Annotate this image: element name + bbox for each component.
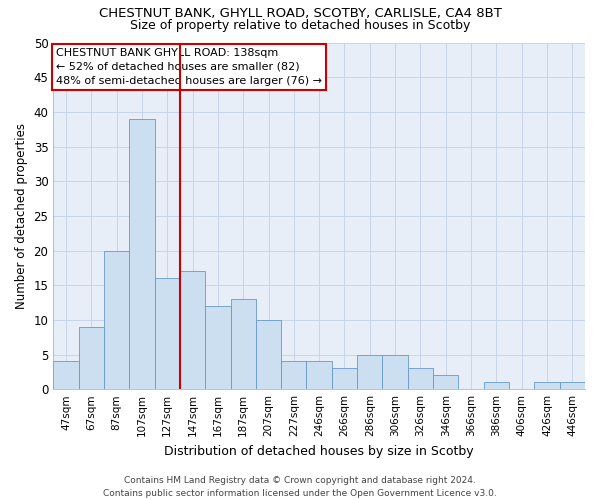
X-axis label: Distribution of detached houses by size in Scotby: Distribution of detached houses by size … (164, 444, 474, 458)
Text: Contains HM Land Registry data © Crown copyright and database right 2024.
Contai: Contains HM Land Registry data © Crown c… (103, 476, 497, 498)
Bar (535, 382, 560, 389)
Text: Size of property relative to detached houses in Scotby: Size of property relative to detached ho… (130, 19, 470, 32)
Bar (129, 119, 155, 389)
Bar (256, 320, 281, 389)
Bar (484, 382, 509, 389)
Bar (560, 382, 585, 389)
Bar (281, 362, 307, 389)
Bar (382, 354, 408, 389)
Bar (53, 362, 79, 389)
Bar (307, 362, 332, 389)
Bar (180, 272, 205, 389)
Bar (104, 250, 129, 389)
Bar (230, 299, 256, 389)
Bar (155, 278, 180, 389)
Bar (408, 368, 433, 389)
Bar (205, 306, 230, 389)
Text: CHESTNUT BANK, GHYLL ROAD, SCOTBY, CARLISLE, CA4 8BT: CHESTNUT BANK, GHYLL ROAD, SCOTBY, CARLI… (98, 8, 502, 20)
Text: CHESTNUT BANK GHYLL ROAD: 138sqm
← 52% of detached houses are smaller (82)
48% o: CHESTNUT BANK GHYLL ROAD: 138sqm ← 52% o… (56, 48, 322, 86)
Bar (357, 354, 382, 389)
Y-axis label: Number of detached properties: Number of detached properties (15, 123, 28, 309)
Bar (79, 327, 104, 389)
Bar (433, 376, 458, 389)
Bar (332, 368, 357, 389)
